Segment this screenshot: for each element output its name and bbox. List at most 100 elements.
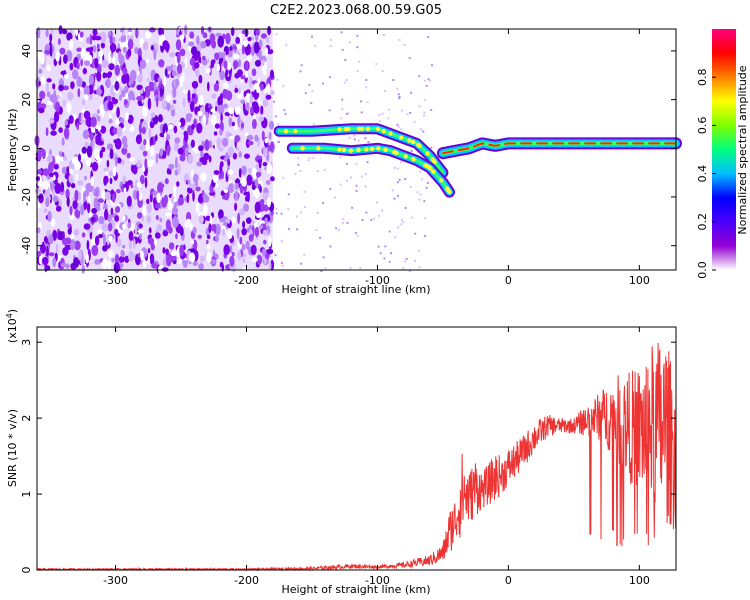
noise-blob [66, 196, 70, 207]
sparse-point [353, 138, 356, 141]
noise-blob [208, 223, 212, 234]
trace-peak [428, 166, 433, 171]
noise-blob [245, 240, 250, 250]
sparse-point [275, 207, 278, 210]
noise-blob [202, 32, 208, 39]
noise-blob [260, 105, 264, 115]
noise-blob [66, 166, 70, 176]
sparse-point [365, 86, 368, 89]
noise-blob [116, 106, 120, 118]
noise-blob [140, 89, 144, 94]
trace-peak [411, 139, 416, 145]
noise-blob [82, 67, 88, 75]
sparse-point [398, 178, 401, 181]
noise-blob [263, 239, 267, 245]
sparse-point [370, 218, 373, 221]
noise-blob [61, 29, 68, 35]
noise-blob [256, 212, 262, 219]
noise-blob [259, 185, 262, 193]
noise-blob [177, 63, 183, 74]
sparse-point [430, 146, 433, 149]
main-signal-peak [441, 142, 677, 155]
noise-blob [262, 204, 270, 212]
noise-blob [108, 170, 113, 177]
noise-blob [217, 63, 221, 72]
noise-blob [148, 27, 156, 33]
noise-blob [234, 87, 239, 93]
noise-blob [255, 29, 261, 35]
trace-peak [376, 146, 381, 151]
noise-blob [97, 109, 100, 114]
noise-blob [204, 139, 210, 151]
noise-blob [148, 227, 152, 234]
noise-blob [38, 255, 43, 265]
x-tick-label: 100 [629, 274, 650, 287]
noise-blob [168, 163, 175, 170]
noise-blob [258, 159, 262, 169]
noise-blob [158, 114, 163, 123]
trace-peak [337, 147, 342, 152]
sparse-point [315, 229, 318, 232]
noise-blob [54, 111, 60, 123]
y-tick-label: 1 [20, 491, 33, 498]
noise-blob [90, 176, 95, 187]
sparse-point [431, 64, 434, 67]
noise-blob [72, 200, 78, 210]
x-tick-label: -100 [365, 574, 390, 587]
colorbar-tick-label: 0.6 [696, 117, 709, 134]
sparse-point [304, 92, 307, 95]
noise-blob [77, 88, 81, 98]
noise-blob [207, 81, 210, 92]
trace-peak [430, 157, 435, 162]
sparse-point [346, 179, 348, 182]
noise-blob [150, 242, 155, 251]
noise-blob [191, 93, 196, 99]
noise-blob [175, 39, 182, 51]
noise-blob [46, 245, 49, 257]
noise-blob [81, 98, 86, 106]
noise-blob [136, 190, 140, 201]
noise-blob [108, 63, 115, 71]
noise-blob [169, 104, 175, 111]
snr-y-axis: 0 1 2 3 [20, 339, 676, 574]
noise-blob [187, 89, 191, 102]
noise-blob [92, 28, 98, 37]
noise-blob [142, 261, 147, 268]
sparse-point [273, 100, 275, 103]
noise-blob [254, 201, 261, 214]
noise-blob [234, 106, 241, 115]
sparse-point [347, 112, 350, 115]
sparse-point [322, 202, 325, 205]
noise-blob [153, 80, 157, 92]
noise-blob [109, 177, 113, 185]
noise-blob [80, 58, 83, 67]
sparse-point [408, 57, 411, 60]
noise-blob [67, 227, 72, 235]
noise-blob [78, 153, 81, 162]
noise-blob [222, 195, 229, 200]
noise-blob [230, 107, 234, 114]
noise-blob [65, 263, 70, 269]
noise-blob [55, 101, 60, 113]
sparse-point [345, 79, 348, 81]
sparse-point [408, 269, 411, 272]
noise-blob [38, 68, 43, 74]
noise-blob [104, 191, 111, 201]
sparse-point [402, 221, 405, 224]
noise-blob [79, 31, 84, 38]
noise-blob [128, 231, 134, 241]
sparse-point [429, 79, 431, 82]
sparse-point [430, 109, 433, 111]
sparse-point [322, 256, 325, 259]
spectrogram-noise [34, 24, 275, 274]
sparse-point [294, 173, 297, 175]
noise-blob [234, 72, 240, 79]
sparse-point [310, 102, 313, 105]
noise-blob [220, 112, 223, 122]
noise-blob [107, 260, 112, 271]
noise-blob [52, 188, 56, 197]
sparse-point [427, 78, 430, 81]
noise-blob [191, 123, 195, 130]
noise-blob [48, 162, 54, 173]
noise-blob [261, 130, 265, 141]
